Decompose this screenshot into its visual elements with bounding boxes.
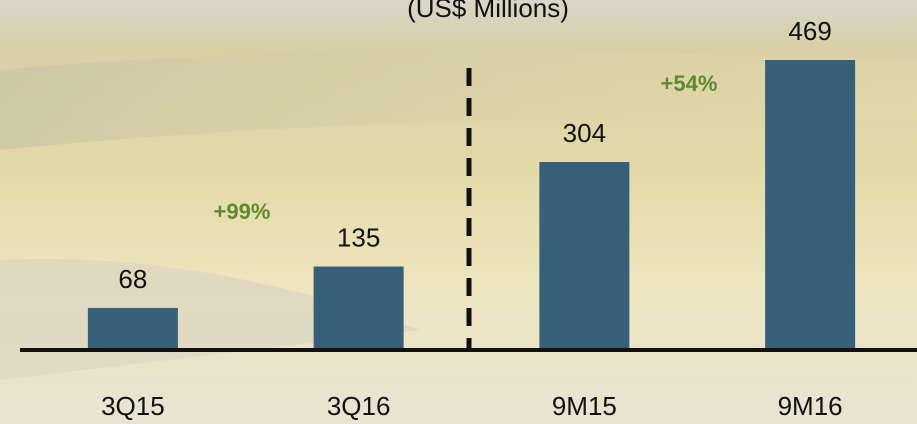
annotation: +99% bbox=[214, 199, 271, 224]
x-tick-label: 9M15 bbox=[552, 391, 617, 421]
subtitle: (US$ Millions) bbox=[407, 0, 569, 23]
bar bbox=[313, 266, 404, 350]
x-tick-label: 3Q15 bbox=[101, 391, 165, 421]
hill bbox=[0, 52, 917, 150]
bar bbox=[87, 307, 178, 350]
value-label: 68 bbox=[118, 264, 147, 294]
bar bbox=[539, 162, 630, 350]
x-tick-label: 9M16 bbox=[778, 391, 843, 421]
value-label: 304 bbox=[563, 118, 606, 148]
annotation: +54% bbox=[661, 71, 718, 96]
value-label: 469 bbox=[788, 16, 831, 46]
value-label: 135 bbox=[337, 222, 380, 252]
bar bbox=[765, 60, 856, 350]
marks: 68 3Q15 135 3Q16 304 9M15 469 9M16 bbox=[87, 16, 856, 421]
x-tick-label: 3Q16 bbox=[327, 391, 391, 421]
